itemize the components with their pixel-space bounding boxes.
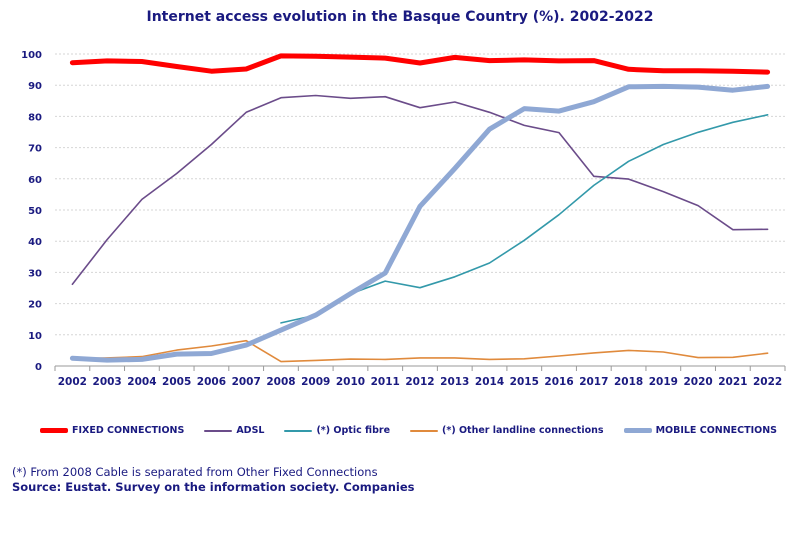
source-note: Source: Eustat. Survey on the informatio… <box>12 480 415 494</box>
y-tick-label-30: 30 <box>28 268 42 279</box>
legend-label-fixed: FIXED CONNECTIONS <box>72 425 185 436</box>
y-tick-label-90: 90 <box>28 81 42 92</box>
x-tick-label-2008: 2008 <box>266 376 295 388</box>
x-tick-label-2012: 2012 <box>405 376 434 388</box>
chart-title: Internet access evolution in the Basque … <box>146 9 654 25</box>
series-line-other-landline <box>71 339 769 363</box>
y-tick-label-70: 70 <box>28 144 42 155</box>
x-tick-label-2006: 2006 <box>197 376 226 388</box>
legend-item-other-landline: (*) Other landline connections <box>410 425 604 436</box>
x-tick-label-2021: 2021 <box>718 376 747 388</box>
x-tick-label-2019: 2019 <box>649 376 678 388</box>
x-tick-label-2003: 2003 <box>93 376 122 388</box>
legend-swatch-other-landline <box>410 429 439 432</box>
legend-swatch-optic-fibre <box>284 429 313 432</box>
legend-label-optic-fibre: (*) Optic fibre <box>316 425 391 436</box>
series-line-mobile <box>69 83 771 363</box>
legend-item-mobile: MOBILE CONNECTIONS <box>623 425 778 436</box>
x-tick-label-2018: 2018 <box>614 376 643 388</box>
legend-swatch-mobile <box>623 428 652 433</box>
x-tick-label-2016: 2016 <box>544 376 573 388</box>
x-tick-label-2009: 2009 <box>301 376 330 388</box>
line-chart: 0 10 20 30 40 50 60 70 80 90 100 2002 2003 2004 2005 20… <box>21 50 786 388</box>
x-tick-label-2013: 2013 <box>440 376 469 388</box>
x-tick-label-2014: 2014 <box>475 376 504 388</box>
series-line-adsl <box>71 94 769 286</box>
x-tick-label-2011: 2011 <box>371 376 400 388</box>
x-tick-label-2007: 2007 <box>232 376 261 388</box>
y-tick-label-10: 10 <box>28 331 42 342</box>
x-tick-label-2002: 2002 <box>58 376 87 388</box>
footnote: (*) From 2008 Cable is separated from Ot… <box>12 465 378 479</box>
y-tick-label-80: 80 <box>28 112 42 123</box>
y-tick-label-40: 40 <box>28 237 42 248</box>
y-tick-label-20: 20 <box>28 300 42 311</box>
y-tick-label-50: 50 <box>28 206 42 217</box>
x-tick-label-2020: 2020 <box>683 376 712 388</box>
y-tick-label-100: 100 <box>21 50 42 61</box>
x-tick-label-2017: 2017 <box>579 376 608 388</box>
x-tick-label-2015: 2015 <box>510 376 539 388</box>
legend-item-adsl: ADSL <box>204 425 264 436</box>
legend-swatch-adsl <box>204 429 233 432</box>
x-tick-label-2004: 2004 <box>127 376 156 388</box>
x-tick-label-2022: 2022 <box>753 376 782 388</box>
legend-label-adsl: ADSL <box>236 425 265 436</box>
y-tick-label-60: 60 <box>28 175 42 186</box>
legend-item-optic-fibre: (*) Optic fibre <box>284 425 390 436</box>
legend-swatch-fixed <box>40 428 68 433</box>
legend-item-fixed: FIXED CONNECTIONS <box>40 425 184 436</box>
chart-legend: FIXED CONNECTIONS ADSL (*) Optic fibre (… <box>40 425 780 436</box>
legend-label-other-landline: (*) Other landline connections <box>442 425 604 436</box>
y-tick-label-0: 0 <box>35 362 42 373</box>
legend-label-mobile: MOBILE CONNECTIONS <box>655 425 778 436</box>
x-tick-label-2010: 2010 <box>336 376 365 388</box>
x-tick-label-2005: 2005 <box>162 376 191 388</box>
series-line-fixed <box>69 53 771 75</box>
